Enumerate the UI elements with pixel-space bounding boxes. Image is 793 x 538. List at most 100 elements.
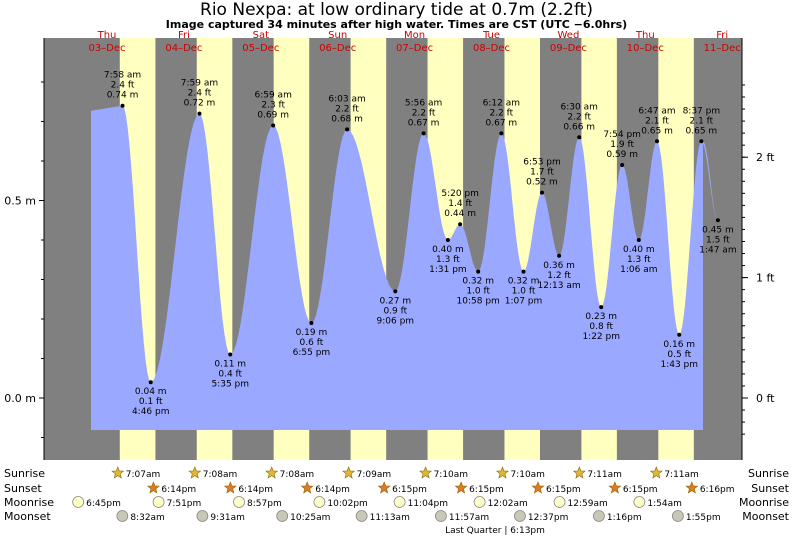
day-label-date: 05–Dec: [242, 43, 279, 54]
sunset-icon: [608, 481, 622, 494]
high-tide-feet: 2.4 ft: [111, 81, 135, 91]
high-tide-time: 6:47 am: [638, 106, 675, 116]
low-tide-metres: 0.27 m: [379, 296, 411, 306]
astro-row-label-right: Moonrise: [739, 496, 789, 509]
day-label-date: 06–Dec: [319, 43, 356, 54]
sunrise-icon: [572, 466, 586, 479]
low-tide-time: 4:46 pm: [132, 407, 170, 417]
astro-row-label-left: Sunset: [4, 482, 42, 495]
high-tide-time: 5:20 pm: [441, 189, 479, 199]
high-tide-marker: [655, 139, 660, 144]
low-tide-marker: [677, 332, 682, 337]
moonset-time: 1:55pm: [686, 513, 721, 523]
sunset-time: 6:15pm: [469, 485, 504, 495]
high-tide-time: 6:03 am: [328, 94, 365, 104]
low-tide-metres: 0.23 m: [585, 312, 617, 322]
high-tide-marker: [421, 131, 426, 136]
low-tide-marker: [521, 269, 526, 274]
day-label-date: 09–Dec: [550, 43, 587, 54]
sunset-time: 6:15pm: [546, 485, 581, 495]
low-tide-metres: 0.19 m: [296, 328, 328, 338]
day-label-dow: Tue: [482, 30, 500, 41]
sunrise-icon: [188, 466, 202, 479]
high-tide-metres: 0.69 m: [257, 110, 289, 120]
low-tide-metres: 0.36 m: [543, 261, 575, 271]
low-tide-time: 12:13 am: [538, 281, 581, 291]
low-tide-metres: 0.16 m: [663, 340, 695, 350]
low-tide-feet: 0.5 ft: [667, 350, 691, 360]
day-label-date: 07–Dec: [396, 43, 433, 54]
moonset-time: 10:25am: [290, 513, 330, 523]
sunset-icon: [146, 481, 160, 494]
low-tide-feet: 0.4 ft: [218, 370, 242, 380]
sunrise-icon: [649, 466, 663, 479]
low-tide-marker: [148, 380, 153, 385]
moonrise-time: 6:45pm: [86, 499, 121, 509]
low-tide-time: 1:07 pm: [505, 297, 543, 307]
moonset-time: 11:13am: [370, 513, 410, 523]
sunset-time: 6:14pm: [238, 485, 273, 495]
high-tide-metres: 0.52 m: [526, 178, 558, 188]
low-tide-time: 10:58 pm: [457, 297, 500, 307]
day-label-dow: Wed: [557, 30, 579, 41]
high-tide-feet: 2.2 ft: [412, 108, 436, 118]
low-tide-marker: [636, 238, 641, 242]
high-tide-feet: 2.3 ft: [261, 100, 285, 110]
high-tide-metres: 0.59 m: [606, 150, 638, 160]
high-tide-metres: 0.68 m: [331, 114, 363, 124]
moonrise-time: 12:02am: [488, 499, 528, 509]
day-label-dow: Fri: [178, 30, 190, 41]
moon-phase-label: Last Quarter | 6:13pm: [445, 526, 545, 536]
high-tide-time: 6:12 am: [483, 98, 520, 108]
moonrise-time: 12:59am: [568, 499, 608, 509]
high-tide-feet: 2.4 ft: [188, 89, 212, 99]
high-tide-feet: 1.4 ft: [448, 199, 472, 209]
day-label-dow: Thu: [635, 30, 655, 41]
moonset-icon: [116, 510, 129, 522]
high-tide-time: 5:56 am: [405, 98, 442, 108]
high-tide-feet: 1.7 ft: [530, 168, 554, 178]
sunrise-time: 7:11am: [664, 470, 699, 480]
moonset-time: 12:37pm: [528, 513, 568, 523]
low-tide-feet: 1.0 ft: [466, 287, 490, 297]
high-tide-marker: [620, 162, 625, 167]
low-tide-feet: 1.3 ft: [436, 255, 460, 265]
moonrise-icon: [393, 496, 406, 508]
moonrise-time: 1:54am: [647, 499, 682, 509]
low-tide-metres: 0.40 m: [623, 245, 655, 255]
left-axis-tick-label: 0.0 m: [4, 392, 36, 405]
sunset-time: 6:15pm: [623, 485, 658, 495]
astro-row-label-left: Sunrise: [4, 467, 45, 480]
moonset-icon: [355, 510, 368, 522]
low-tide-metres: 0.11 m: [214, 360, 246, 370]
sunset-time: 6:14pm: [315, 485, 350, 495]
low-tide-time: 1:43 pm: [660, 360, 698, 370]
day-label-date: 08–Dec: [473, 43, 510, 54]
day-label-dow: Fri: [716, 30, 728, 41]
high-tide-time: 7:54 pm: [603, 130, 641, 140]
moonset-icon: [514, 510, 526, 522]
low-tide-feet: 0.8 ft: [589, 322, 613, 332]
moonrise-icon: [233, 496, 245, 508]
sunset-time: 6:16pm: [700, 485, 735, 495]
moonrise-time: 7:51pm: [167, 499, 202, 509]
left-axis-tick-label: 0.5 m: [4, 195, 36, 208]
sunset-icon: [377, 481, 391, 494]
low-tide-marker: [476, 269, 481, 274]
moonset-icon: [671, 510, 684, 522]
sunrise-time: 7:10am: [434, 470, 469, 480]
moonrise-icon: [553, 496, 566, 508]
moonrise-time: 10:02pm: [327, 499, 367, 509]
high-tide-feet: 2.2 ft: [567, 112, 591, 122]
day-label-dow: Sun: [328, 30, 347, 41]
sunrise-time: 7:11am: [587, 470, 622, 480]
high-tide-metres: 0.65 m: [641, 126, 673, 136]
day-label-dow: Sat: [253, 30, 269, 41]
high-tide-marker: [540, 190, 545, 195]
high-tide-metres: 0.65 m: [686, 126, 718, 136]
high-tide-metres: 0.74 m: [107, 91, 139, 101]
low-tide-metres: 0.04 m: [135, 387, 167, 397]
low-tide-time: 5:35 pm: [211, 380, 249, 390]
day-label-date: 04–Dec: [165, 43, 202, 54]
